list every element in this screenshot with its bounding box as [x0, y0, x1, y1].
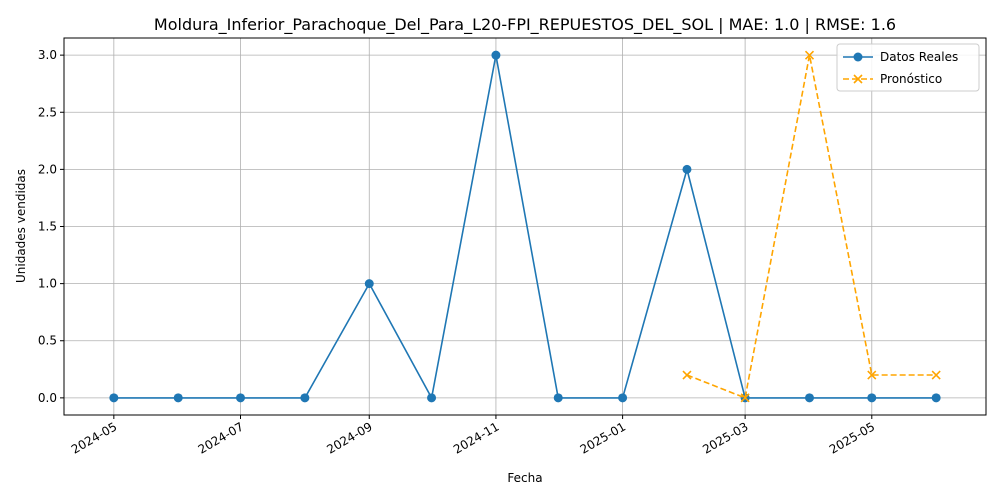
y-tick-label: 1.5 — [38, 220, 57, 234]
data-point — [300, 393, 310, 403]
y-tick-label: 0.0 — [38, 391, 57, 405]
legend-label: Pronóstico — [880, 72, 942, 86]
grid-lines — [64, 38, 986, 415]
data-point — [804, 393, 814, 403]
x-axis-label: Fecha — [507, 471, 542, 485]
legend-marker — [853, 74, 863, 84]
x-tick-label: 2025-03 — [700, 419, 750, 456]
y-tick-label: 1.0 — [38, 277, 57, 291]
data-point — [427, 393, 437, 403]
data-point — [804, 50, 815, 60]
series-1 — [682, 50, 941, 403]
x-tick-label: 2024-05 — [69, 419, 119, 456]
data-point — [867, 393, 877, 403]
series-line — [686, 54, 937, 399]
data-point — [109, 393, 119, 403]
legend-label: Datos Reales — [880, 50, 958, 64]
data-point — [173, 393, 183, 403]
data-point — [682, 164, 692, 174]
axis-ticks: 2024-05 2024-07 2024-09 2024-11 2025-01 2025-… — [38, 48, 877, 457]
y-tick-label: 2.5 — [38, 105, 57, 119]
chart-title: Moldura_Inferior_Parachoque_Del_Para_L20… — [154, 15, 896, 35]
y-tick-label: 3.0 — [38, 48, 57, 62]
data-point — [931, 370, 941, 380]
series-line — [113, 54, 937, 401]
y-tick-label: 0.5 — [38, 334, 57, 348]
data-point — [364, 279, 374, 289]
x-tick-label: 2025-01 — [578, 419, 628, 456]
data-point — [867, 370, 877, 380]
data-point — [491, 50, 501, 60]
data-point — [236, 393, 246, 403]
y-tick-label: 2.0 — [38, 162, 57, 176]
series-layer — [109, 50, 941, 403]
x-tick-label: 2024-07 — [196, 419, 246, 456]
x-tick-label: 2025-05 — [827, 419, 877, 456]
legend: Datos Reales Pronóstico — [836, 43, 980, 92]
series-0 — [109, 50, 941, 403]
x-tick-label: 2024-11 — [451, 419, 501, 456]
legend-marker — [853, 52, 863, 62]
data-point — [553, 393, 563, 403]
data-point — [618, 393, 628, 403]
x-tick-label: 2024-09 — [324, 419, 374, 456]
data-point — [740, 393, 750, 403]
data-point — [682, 370, 692, 380]
y-axis-label: Unidades vendidas — [14, 169, 28, 283]
data-point — [931, 393, 941, 403]
